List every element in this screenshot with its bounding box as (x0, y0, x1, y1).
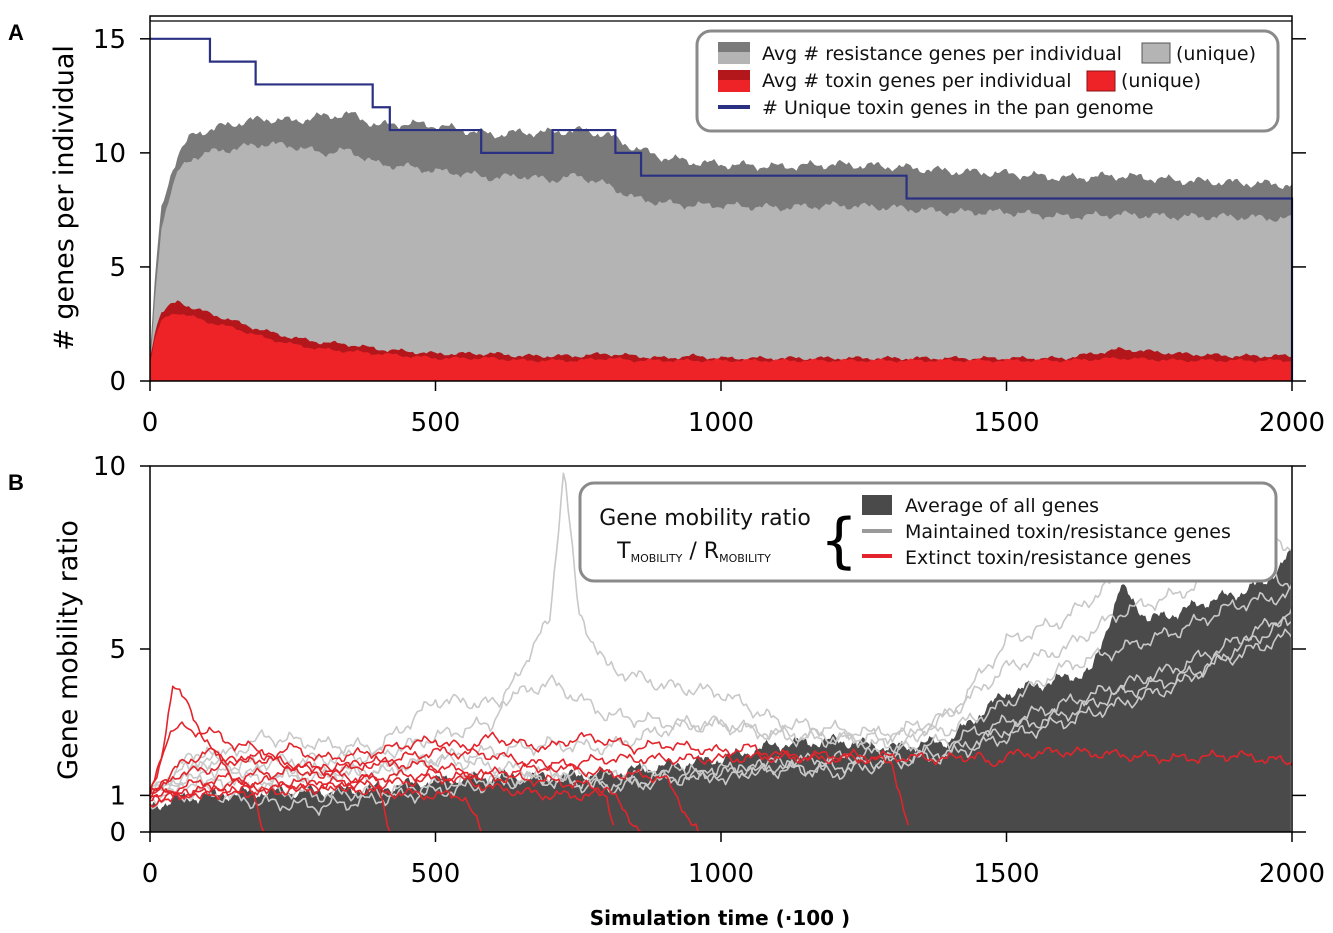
panel-a-label: A (8, 20, 24, 45)
extinct-gene-line (149, 746, 699, 833)
legend-toxin-label: Avg # toxin genes per individual (762, 70, 1072, 92)
maintained-gene-line (149, 628, 1293, 806)
legend-a-box (695, 29, 1280, 133)
a-xtick-label: 1500 (973, 408, 1039, 438)
a-ytick-label: 5 (109, 253, 126, 283)
legend-b-title: Gene mobility ratio (599, 506, 811, 531)
b-ytick-label: 5 (109, 635, 126, 665)
b-ytick-label: 10 (93, 452, 126, 482)
legend-average-label: Average of all genes (905, 495, 1099, 517)
a-xtick-label: 1000 (688, 408, 754, 438)
extinct-gene-line (149, 768, 615, 826)
a-xtick-label: 2000 (1259, 408, 1325, 438)
b-xtick-label: 2000 (1259, 859, 1325, 889)
panel-a-areas (150, 111, 1292, 381)
legend-b-formula: TMOBILITY / RMOBILITY (616, 539, 771, 565)
legend-average-swatch (862, 495, 892, 515)
legend-resistance-unique-label: (unique) (1176, 43, 1256, 65)
average-mobility-area (150, 549, 1291, 832)
area-toxin-unique (150, 313, 1292, 381)
legend-maintained-label: Maintained toxin/resistance genes (905, 521, 1231, 543)
area-resistance-unique (150, 141, 1292, 381)
pan-genome-step-line (150, 37, 1294, 381)
b-xtick-label: 500 (411, 859, 461, 889)
panel-a: A 0 500 1000 1500 2000 0 5 10 15 # genes per ind… (8, 15, 1325, 438)
panel-b-label: B (8, 470, 24, 495)
panel-a-y-axis-label: # genes per individual (49, 45, 80, 351)
maintained-gene-line (149, 607, 1293, 791)
legend-toxin-swatch (718, 70, 750, 92)
legend-toxin-unique-swatch (1086, 70, 1116, 92)
extinct-gene-line (149, 721, 391, 833)
panel-b-average-area (150, 549, 1291, 832)
panel-b-y-axis-label: Gene mobility ratio (53, 520, 84, 780)
legend-extinct-label: Extinct toxin/resistance genes (905, 547, 1191, 569)
legend-toxin-unique-label: (unique) (1121, 70, 1201, 92)
b-ytick-label: 0 (109, 818, 126, 848)
b-ytick-label: 1 (109, 781, 126, 811)
a-xtick-label: 0 (142, 408, 159, 438)
b-xtick-label: 1500 (973, 859, 1039, 889)
extinct-gene-line (149, 746, 1293, 802)
legend-pan-label: # Unique toxin genes in the pan genome (762, 97, 1154, 119)
legend-resistance-unique-swatch (1141, 42, 1171, 64)
panel-a-ticks: 0 500 1000 1500 2000 0 5 10 15 (93, 25, 1325, 438)
panel-a-pan-genome-line (150, 37, 1294, 381)
maintained-gene-line (149, 617, 1293, 816)
a-xtick-label: 500 (411, 408, 461, 438)
panel-b-legend: Gene mobility ratio TMOBILITY / RMOBILIT… (578, 481, 1278, 583)
a-ytick-label: 10 (93, 139, 126, 169)
panel-a-legend: Avg # resistance genes per individual (u… (695, 29, 1280, 133)
panel-b: B 0 500 1000 1500 2000 0 1 5 10 Gene mobility ra… (8, 452, 1325, 930)
b-xtick-label: 1000 (688, 859, 754, 889)
legend-resistance-swatch (718, 42, 750, 64)
panel-b-extinct-lines (149, 685, 1293, 833)
legend-b-box (578, 481, 1278, 583)
extinct-gene-line (149, 756, 642, 833)
panel-b-ticks: 0 500 1000 1500 2000 0 1 5 10 (93, 452, 1325, 889)
legend-resistance-label: Avg # resistance genes per individual (762, 43, 1122, 65)
x-axis-label: Simulation time (·100 ) (590, 906, 850, 930)
a-ytick-label: 15 (93, 25, 126, 55)
b-xtick-label: 0 (142, 859, 159, 889)
maintained-gene-line (149, 472, 1293, 792)
legend-b-brace: { (820, 506, 858, 576)
extinct-gene-line (149, 779, 482, 833)
a-ytick-label: 0 (109, 367, 126, 397)
maintained-gene-line (149, 522, 1293, 801)
